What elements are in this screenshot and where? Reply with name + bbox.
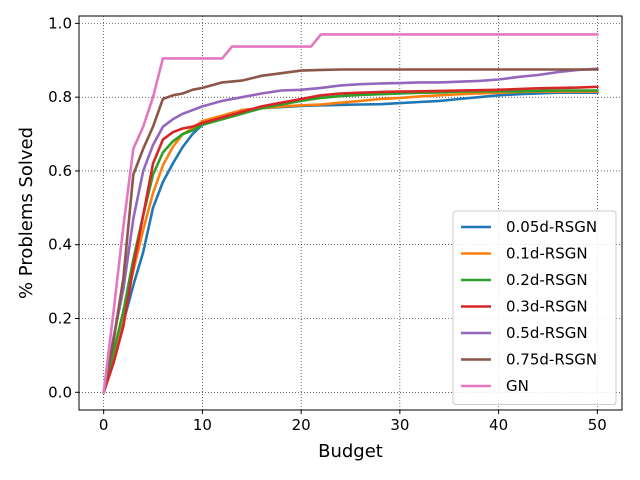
x-tick-label: 10 bbox=[193, 416, 212, 434]
y-tick-label: 0.0 bbox=[48, 383, 72, 401]
legend-label: 0.1d-RSGN bbox=[506, 245, 588, 263]
legend-label: 0.2d-RSGN bbox=[506, 271, 588, 289]
y-tick-label: 0.8 bbox=[48, 88, 72, 106]
x-tick-label: 30 bbox=[390, 416, 409, 434]
y-tick-label: 0.6 bbox=[48, 162, 72, 180]
legend: 0.05d-RSGN 0.1d-RSGN 0.2d-RSGN 0.3d-RSGN 0.5… bbox=[452, 210, 617, 405]
x-tick-label: 50 bbox=[588, 416, 607, 434]
legend-label: 0.5d-RSGN bbox=[506, 324, 588, 342]
plot-frame bbox=[78, 15, 623, 411]
series-line bbox=[102, 33, 599, 394]
series-line bbox=[102, 90, 599, 394]
series-line bbox=[102, 67, 599, 394]
y-tick-label: 1.0 bbox=[48, 14, 72, 32]
series-line bbox=[102, 85, 599, 394]
legend-box bbox=[452, 210, 617, 405]
legend-label: GN bbox=[506, 377, 529, 395]
legend-label: 0.05d-RSGN bbox=[506, 218, 597, 236]
x-tick-label: 20 bbox=[292, 416, 311, 434]
tick-layer: 0 10 20 30 40 50 0.0 0.2 0.4 0.6 0.8 1.0 bbox=[48, 14, 607, 434]
legend-label: 0.75d-RSGN bbox=[506, 351, 597, 369]
x-axis-label: Budget bbox=[318, 441, 383, 462]
series-line bbox=[102, 89, 599, 394]
x-tick-label: 0 bbox=[99, 416, 109, 434]
legend-label: 0.3d-RSGN bbox=[506, 298, 588, 316]
y-axis-label: % Problems Solved bbox=[16, 127, 37, 299]
y-tick-label: 0.2 bbox=[48, 310, 72, 328]
series-line bbox=[102, 68, 599, 394]
x-tick-label: 40 bbox=[489, 416, 508, 434]
y-tick-label: 0.4 bbox=[48, 236, 72, 254]
series-layer bbox=[102, 33, 599, 394]
